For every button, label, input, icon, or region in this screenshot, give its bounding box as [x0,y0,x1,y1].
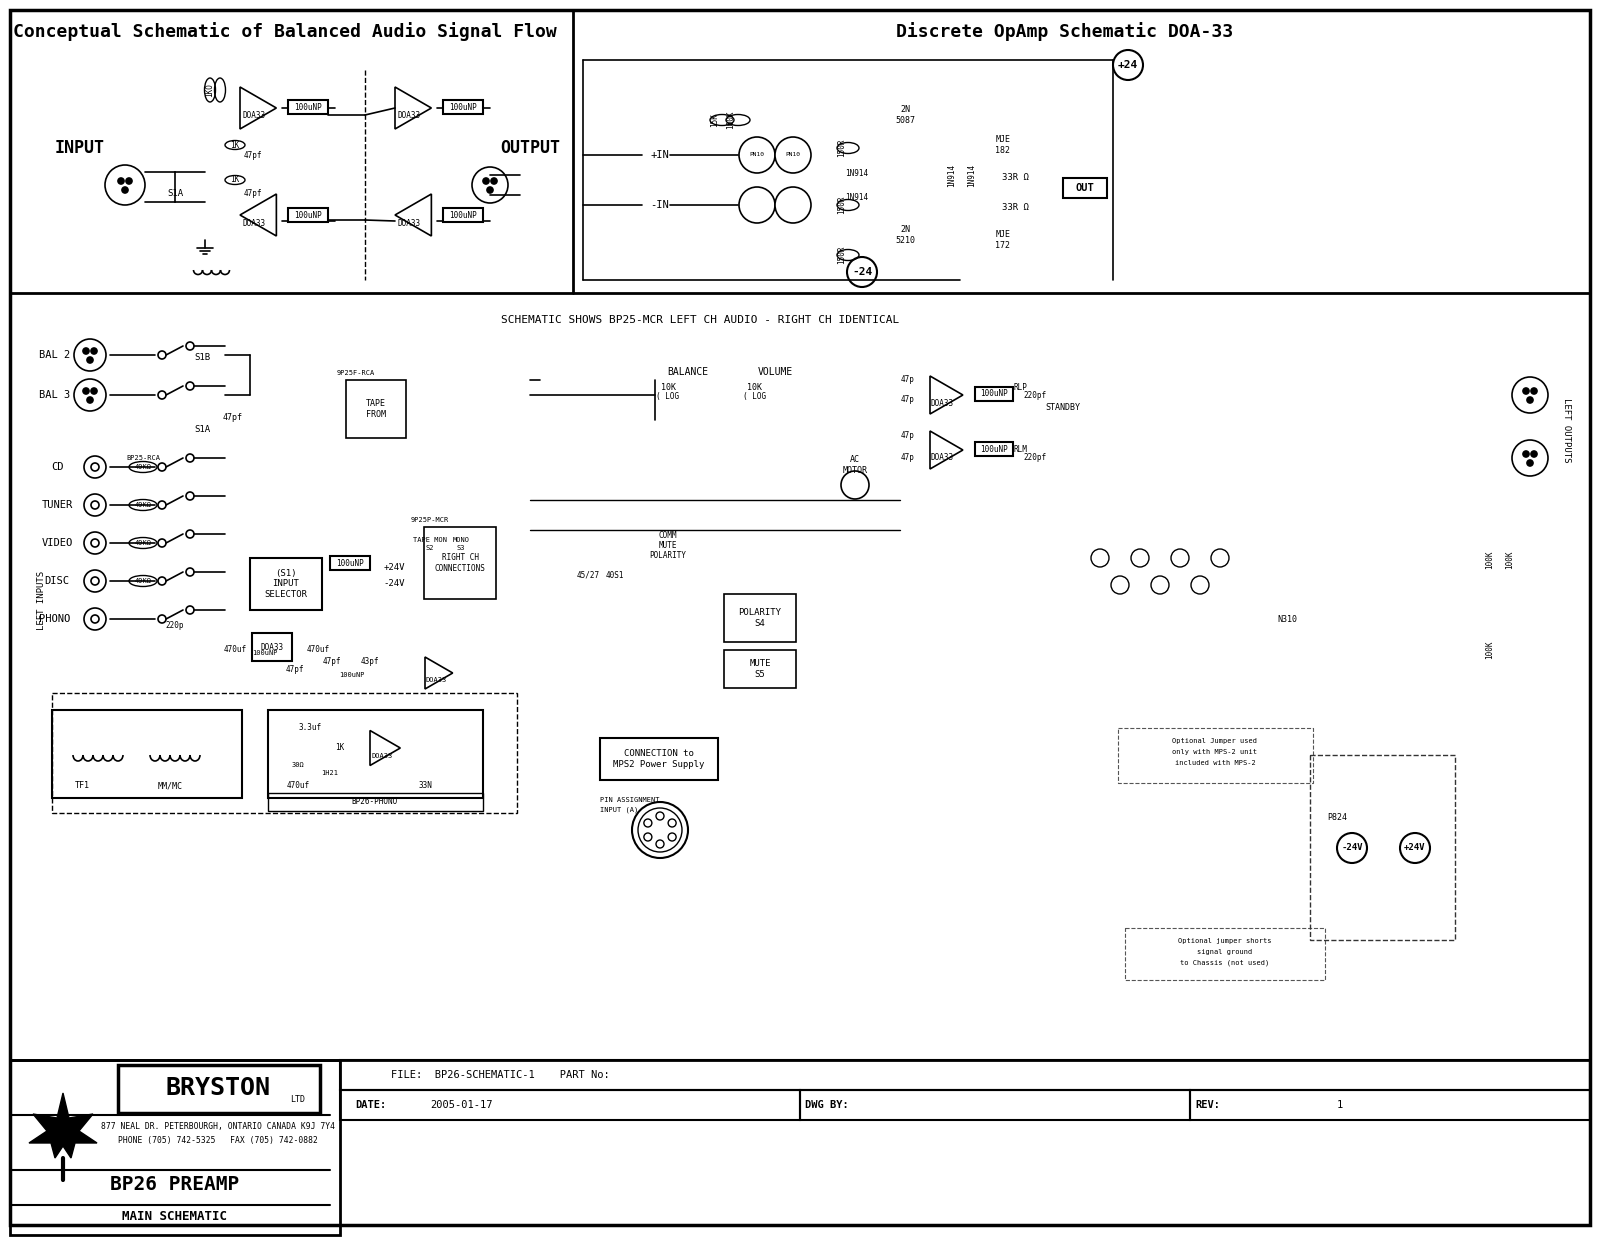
Text: (S1)
INPUT
SELECTOR: (S1) INPUT SELECTOR [264,569,307,599]
Circle shape [1531,452,1538,456]
Text: CD: CD [51,461,64,473]
Text: BP26 PREAMP: BP26 PREAMP [110,1175,240,1195]
Text: S1B: S1B [194,354,210,362]
Text: OUT: OUT [1075,183,1094,193]
Bar [51,693,517,813]
Circle shape [83,494,106,516]
Text: 100uNP: 100uNP [339,672,365,678]
Text: 49KΩ: 49KΩ [134,464,152,470]
Bar [253,633,291,661]
Circle shape [1338,833,1366,863]
Text: 33N: 33N [418,781,432,789]
Text: 1H21: 1H21 [322,769,339,776]
Bar [346,380,406,438]
Text: DOA33: DOA33 [931,454,954,463]
Text: 100uNP: 100uNP [981,444,1008,454]
Text: REV:: REV: [1195,1100,1221,1110]
Text: DATE:: DATE: [355,1100,386,1110]
Circle shape [472,167,509,203]
Text: LTD: LTD [291,1096,306,1105]
Bar [1062,178,1107,198]
Circle shape [483,178,490,184]
Text: 100K: 100K [1485,550,1494,569]
Text: 100uNP: 100uNP [336,558,363,568]
Text: 9P25F-RCA: 9P25F-RCA [338,370,374,376]
Text: S2: S2 [426,546,434,550]
Text: 49KΩ: 49KΩ [134,502,152,508]
Text: +24V: +24V [384,563,405,571]
Text: MM/MC: MM/MC [157,782,182,790]
Text: DOA33: DOA33 [931,398,954,407]
Text: POLARITY: POLARITY [650,550,686,559]
Circle shape [1190,576,1210,594]
Text: 47p: 47p [901,430,915,439]
Text: 150R: 150R [837,246,846,265]
Circle shape [186,529,194,538]
Circle shape [186,492,194,500]
Circle shape [1512,377,1549,413]
Text: Optional Jumper used: Optional Jumper used [1173,738,1258,743]
Bar [800,1090,1190,1119]
Text: 30Ω: 30Ω [291,762,304,768]
Text: +24: +24 [1118,61,1138,71]
Text: 33R Ω: 33R Ω [1002,204,1029,213]
Circle shape [158,391,166,400]
Circle shape [83,348,90,354]
Text: 1: 1 [1338,1100,1342,1110]
Text: 40S1: 40S1 [606,570,624,579]
Text: only with MPS-2 unit: only with MPS-2 unit [1173,748,1258,755]
Text: S3: S3 [456,546,466,550]
Text: 43pf: 43pf [360,658,379,667]
Text: 150R: 150R [837,195,846,214]
Bar [339,1090,800,1119]
Text: 1N914: 1N914 [968,163,976,187]
Text: 1K: 1K [336,743,344,752]
Circle shape [1526,397,1533,403]
Text: S1A: S1A [166,188,182,198]
Text: 47pf: 47pf [286,666,304,674]
Text: 150R: 150R [837,139,846,157]
Circle shape [83,570,106,593]
Text: MAIN SCHEMATIC: MAIN SCHEMATIC [123,1211,227,1223]
Circle shape [158,463,166,471]
Text: PN10: PN10 [749,152,765,157]
Text: DOA33: DOA33 [261,642,283,652]
Text: DOA33: DOA33 [371,753,392,760]
Text: ( LOG: ( LOG [656,391,680,401]
Text: TAPE
FROM: TAPE FROM [366,400,386,418]
Circle shape [1091,549,1109,567]
Bar [288,208,328,221]
Circle shape [83,456,106,477]
Circle shape [739,137,774,173]
Text: P824: P824 [1326,814,1347,823]
Text: included with MPS-2: included with MPS-2 [1174,760,1256,766]
Bar [269,793,483,811]
Text: DOA33: DOA33 [426,677,446,683]
Text: 49KΩ: 49KΩ [134,578,152,584]
Text: PN10: PN10 [786,152,800,157]
Text: -24: -24 [851,267,872,277]
Bar [339,1060,1590,1090]
Text: DOA33: DOA33 [397,219,421,228]
Text: -24V: -24V [1341,844,1363,852]
Text: LEFT OUTPUTS: LEFT OUTPUTS [1563,398,1571,463]
Text: VOLUME: VOLUME [757,367,792,377]
Text: AC
MOTOR: AC MOTOR [843,455,867,475]
Text: BALANCE: BALANCE [667,367,709,377]
Text: TAPE MON: TAPE MON [413,537,446,543]
Text: 100uNP: 100uNP [450,210,477,219]
Circle shape [118,178,125,184]
Text: PHONO: PHONO [40,614,70,623]
Circle shape [83,532,106,554]
Text: 10K: 10K [747,383,763,392]
Text: COMM: COMM [659,531,677,539]
Text: N310: N310 [1277,616,1298,625]
Bar [269,710,483,798]
Bar [974,387,1013,401]
Circle shape [1512,440,1549,476]
Circle shape [186,341,194,350]
Bar [10,1060,339,1235]
Text: +24V: +24V [1405,844,1426,852]
Circle shape [106,165,146,205]
Text: ( LOG: ( LOG [744,391,766,401]
